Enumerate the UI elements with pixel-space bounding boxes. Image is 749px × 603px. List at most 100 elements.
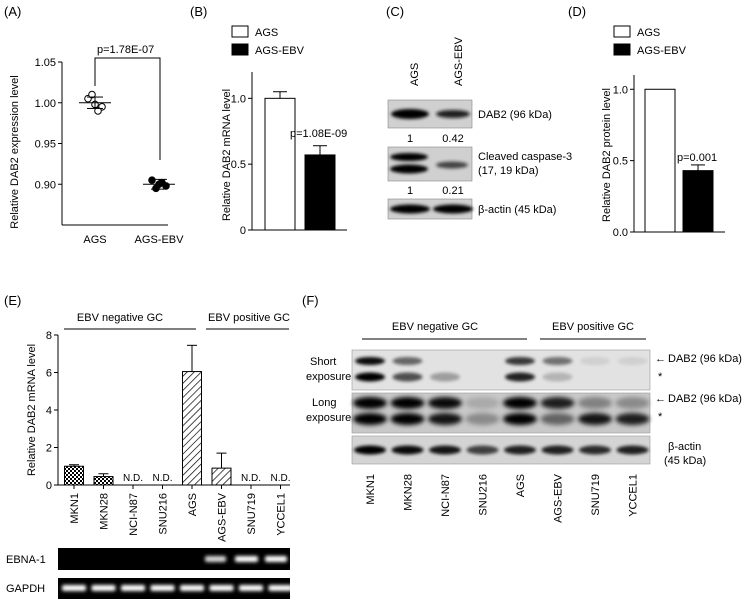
panel-c-dab2-value-ags-ebv: 0.42 [442,133,463,145]
panel-b-legend-ags: AGS [255,27,278,39]
panel-e-label: (E) [4,293,21,308]
panel-b-pvalue: p=1.08E-09 [290,128,347,140]
panel-e-gel-gapdh-label: GAPDH [6,583,45,595]
panel-b-bars [264,91,336,231]
panel-f-band-short-dab2 [617,357,648,365]
panel-a-significance-bracket [94,57,161,160]
panel-a-point [88,90,96,99]
panel-f-band-short-dab2 [392,357,423,365]
panel-f-lane-label: YCCEL1 [628,474,640,517]
panel-f-band-long-dab2 [540,397,575,409]
panel-e: (E) EBV negative GC EBV positive GC 0 2 4 6… [4,293,293,599]
panel-f-short-label-1: Short [310,356,336,368]
panel-f-lane-label: NCI-N87 [440,474,452,517]
panel-e-gel-gapdh-band [150,585,175,591]
panel-d-ticks: 0.0 0.5 1.0 [613,84,634,239]
panel-f-band-actin [579,445,611,455]
panel-a-point [94,107,102,115]
panel-f-lane-label: AGS [515,474,527,497]
panel-f-band-short-dab2 [355,357,385,365]
panel-f-band-short-dab2 [542,357,573,365]
panel-f-band-actin [504,445,536,455]
panel-e-xtick-label: AGS [187,493,199,516]
panel-b-legend-ags-ebv: AGS-EBV [255,45,305,57]
panel-e-gel-gapdh-band [209,585,234,591]
panel-b-label: (B) [190,4,207,19]
panel-f-star-short: * [658,371,663,383]
panel-b-legend-swatch-ags-ebv [231,43,249,56]
panel-e-xtick-label: NCI-N87 [128,493,140,536]
panel-f-band-short-nonspecific [430,372,460,382]
panel-e-ytick-label: 0 [46,480,52,492]
panel-c-band-caspase-19-ags [390,153,428,161]
panel-f-lane-label: AGS-EBV [553,473,565,523]
panel-f-band-short-nonspecific [355,372,385,382]
panel-e-bar [64,465,84,486]
panel-c-lane-ags: AGS [409,63,421,86]
panel-a-label: (A) [4,4,21,19]
panel-d-ytick-label: 0.0 [613,227,628,239]
panel-b-legend-swatch-ags [231,25,249,38]
panel-f-band-long-dab2 [578,397,612,409]
panel-e-ylabel: Relative DAB2 mRNA level [26,344,38,476]
panel-e-bar [211,467,232,486]
panel-e-nd-label: N.D. [123,473,143,484]
panel-f-band-long-dab2 [503,397,537,409]
panel-d-bar-ags [644,88,676,233]
panel-c-lane-ags-ebv: AGS-EBV [453,36,465,86]
panel-f-blot-short-bands [355,357,648,382]
panel-f-actin-label-1: β-actin [668,441,701,453]
panel-d-bars [644,88,714,233]
panel-c-label-caspase: Cleaved caspase-3 [478,151,572,163]
panel-f-band-long-nonspecific [540,413,575,425]
panel-c-label-caspase-kda: (17, 19 kDa) [478,165,539,177]
panel-f-band-short-nonspecific [392,372,423,382]
panel-d: (D) AGS AGS-EBV 0.0 0.5 1.0 p=0.001 Relati… [568,4,725,239]
panel-f-band-short-nonspecific [505,372,535,382]
panel-c-dab2-value-ags: 1 [407,133,413,145]
panel-c-band-dab2-ags-ebv [436,110,470,118]
panel-e-xtick-label: YCCEL1 [276,493,288,536]
panel-f-dab2-long-label: DAB2 (96 kDa) [668,393,742,405]
panel-f-band-actin [429,445,461,455]
panel-f-star-long: * [658,411,663,423]
panel-f-blot-actin-bands [354,445,649,455]
panel-a-xtick-ags: AGS [83,234,106,246]
panel-b-ytick-label: 0 [240,225,246,237]
panel-e-bar [93,476,114,486]
panel-e-xtick-label: MKN1 [69,493,81,524]
panel-e-group-negative: EBV negative GC [77,312,163,324]
panel-e-group-positive: EBV positive GC [208,312,290,324]
panel-f-band-actin [466,445,499,455]
panel-a-ytick-label: 1.05 [35,57,56,69]
panel-f-blot-short [351,349,651,391]
panel-f-actin-label-2: (45 kDa) [664,455,706,467]
panel-d-ytick-label: 1.0 [613,84,628,96]
panel-e-ticks: 0 2 4 6 8 [46,330,58,492]
panel-c-label-dab2: DAB2 (96 kDa) [478,109,552,121]
panel-f-lane-label: SNU216 [478,474,490,516]
panel-f-band-long-dab2 [390,397,425,409]
panel-e-gel-ebna1-band-yccel1 [265,556,287,562]
panel-b-ticks: 0 0.5 1.0 [231,93,252,237]
panel-c-band-actin-ags-ebv [433,204,473,214]
panel-e-xtick-label: MKN28 [99,493,111,530]
panel-e-gel-gapdh-band [91,585,116,591]
panel-e-gel-gapdh-band [62,585,86,591]
panel-a-ytick-label: 1.00 [35,98,56,110]
panel-f-dab2-short-label: DAB2 (96 kDa) [668,353,742,365]
panel-e-gel-gapdh-band [180,585,204,591]
panel-f-band-short-nonspecific [542,372,573,382]
panel-e-nd-label: N.D. [241,473,261,484]
panel-f-band-long-nonspecific [353,413,387,425]
panel-f-band-long-dab2 [615,397,650,409]
panel-f-band-long-nonspecific [503,413,537,425]
panel-c-band-caspase-17-ags [390,164,428,174]
panel-d-label: (D) [568,4,586,19]
panel-f-band-short-dab2 [580,357,610,365]
panel-f-group-positive: EBV positive GC [552,321,634,333]
panel-e-xtick-label: SNU216 [158,493,170,535]
panel-b-ylabel: Relative DAB2 mRNA level [221,89,233,221]
panel-f-band-long-nonspecific [465,413,500,425]
panel-f-lane-labels: MKN1 MKN28 NCI-N87 SNU216 AGS AGS-EBV SNU719 YC… [365,473,640,523]
